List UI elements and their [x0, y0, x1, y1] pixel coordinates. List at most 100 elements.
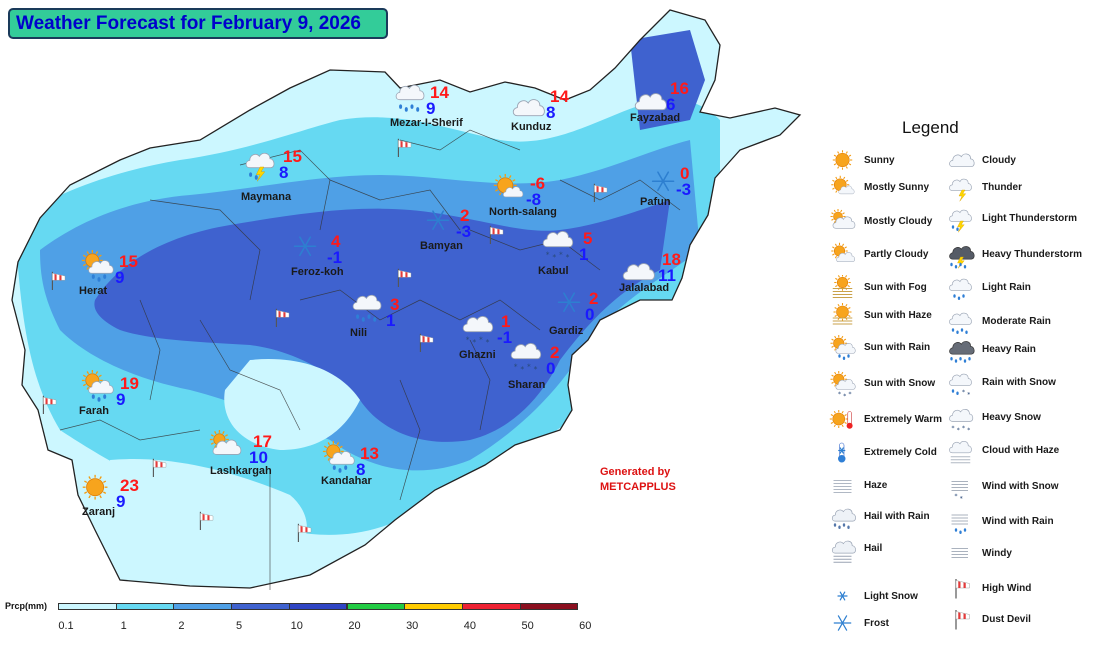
- station-name: Herat: [79, 285, 108, 297]
- cloudy-icon: [620, 256, 658, 299]
- station-min-temp: -3: [676, 180, 692, 199]
- svg-text:*: *: [486, 338, 490, 347]
- svg-text:*: *: [479, 335, 483, 344]
- legend-label: Cloudy: [982, 155, 1016, 166]
- station-min-temp: 9: [426, 99, 436, 118]
- windsock-icon: [390, 265, 418, 300]
- legend-label: Cloud with Haze: [982, 445, 1060, 456]
- precip-scale-band: [288, 603, 348, 610]
- station-max-temp: 15: [283, 147, 302, 166]
- legend-label: Windy: [982, 548, 1012, 559]
- station-name: Farah: [79, 405, 109, 417]
- legend-label: Moderate Rain: [982, 316, 1051, 327]
- legend-label: Sun with Fog: [864, 282, 927, 293]
- high-wind-icon: [946, 576, 978, 611]
- station-max-temp: 2: [589, 289, 599, 308]
- precip-scale-tick: 0.1: [58, 620, 74, 632]
- windsock-icon: [412, 330, 440, 365]
- legend-label: Partly Cloudy: [864, 249, 929, 260]
- svg-text:*: *: [952, 425, 955, 432]
- mostly-sunny-icon: [491, 173, 529, 216]
- sun-with-rain-icon: [321, 441, 359, 484]
- station-max-temp: 15: [119, 252, 138, 271]
- legend-label: Light Thunderstorm: [982, 213, 1077, 224]
- station-max-temp: 18: [662, 250, 681, 269]
- legend-label: Wind with Rain: [982, 516, 1054, 527]
- precip-scale-tick: 30: [406, 620, 419, 632]
- mostly-sunny-icon: [828, 175, 860, 210]
- moderate-rain-icon: [350, 290, 388, 333]
- station-min-temp: 1: [579, 245, 589, 264]
- legend-label: Thunder: [982, 182, 1022, 193]
- legend-label: Heavy Snow: [982, 412, 1041, 423]
- windsock-icon: [390, 135, 418, 170]
- haze-icon: [828, 473, 860, 508]
- cloudy-icon: [946, 148, 978, 183]
- mostly-cloudy-icon: [208, 430, 246, 473]
- svg-text:*: *: [955, 493, 958, 500]
- precip-scale-tick: 20: [348, 620, 361, 632]
- station-min-temp: -3: [456, 222, 472, 241]
- svg-text:*: *: [520, 365, 524, 374]
- heavy-snow-icon: * * * *: [508, 338, 546, 381]
- station-name: Feroz-koh: [291, 266, 344, 278]
- dust-devil-icon: [946, 607, 978, 642]
- hail-with-rain-icon: [828, 504, 860, 539]
- precip-scale-tick: 40: [463, 620, 477, 632]
- windsock-icon: [586, 180, 614, 215]
- windy-icon: [946, 541, 978, 576]
- moderate-rain-icon: [946, 309, 978, 344]
- station-min-temp: -8: [526, 190, 542, 209]
- station-name: Fayzabad: [630, 112, 681, 124]
- windsock-icon: [482, 222, 510, 257]
- legend-label: Mostly Sunny: [864, 182, 930, 193]
- station-name: Zaranj: [82, 506, 116, 518]
- precip-scale-band: [346, 603, 406, 610]
- svg-text:*: *: [552, 253, 556, 262]
- windsock-icon: [145, 455, 173, 490]
- station-min-temp: -1: [327, 248, 343, 267]
- sun-with-haze-icon: [828, 303, 860, 338]
- thunder-icon: [946, 175, 978, 210]
- sun-with-snow-icon: * * *: [828, 371, 860, 406]
- station-max-temp: 2: [550, 343, 560, 362]
- station-min-temp: 11: [658, 266, 676, 285]
- station-name: North-salang: [489, 206, 557, 218]
- station-name: Gardiz: [549, 325, 584, 337]
- station-min-temp: 8: [279, 163, 289, 182]
- station-min-temp: 10: [249, 448, 268, 467]
- station-max-temp: 1: [501, 312, 511, 331]
- legend-label: Heavy Rain: [982, 344, 1036, 355]
- light-thunderstorm-icon: [243, 148, 281, 191]
- sunny-icon: [78, 472, 116, 515]
- legend-label: Sun with Haze: [864, 310, 932, 321]
- legend-label: Dust Devil: [982, 614, 1031, 625]
- legend-label: Frost: [864, 618, 889, 629]
- legend-label: Wind with Snow: [982, 481, 1059, 492]
- station-max-temp: 23: [120, 476, 139, 495]
- precip-scale-tick: 1: [120, 620, 127, 632]
- svg-text:*: *: [967, 427, 970, 434]
- svg-text:*: *: [957, 427, 960, 434]
- station-max-temp: 5: [583, 229, 593, 248]
- legend-label: Sun with Snow: [864, 378, 936, 389]
- station-min-temp: -1: [497, 328, 513, 347]
- svg-text:*: *: [559, 250, 563, 259]
- credit: Generated by METCAPPLUS: [600, 465, 676, 495]
- credit-line1: Generated by: [600, 466, 671, 478]
- svg-text:*: *: [843, 393, 846, 400]
- wind-with-rain-icon: [946, 509, 978, 544]
- svg-text:*: *: [838, 391, 841, 398]
- precip-scale-tick: 60: [579, 620, 592, 632]
- legend-label: Mostly Cloudy: [864, 216, 933, 227]
- legend-title: Legend: [902, 118, 959, 137]
- partly-cloudy-icon: [828, 242, 860, 277]
- cloudy-icon: [510, 92, 548, 135]
- station-max-temp: 14: [430, 83, 449, 102]
- precip-scale-band: [115, 603, 175, 610]
- windsock-icon: [44, 268, 72, 303]
- windsock-icon: [290, 520, 318, 555]
- legend-label: Hail with Rain: [864, 511, 930, 522]
- svg-text:*: *: [962, 425, 965, 432]
- precip-scale-band: [404, 603, 463, 610]
